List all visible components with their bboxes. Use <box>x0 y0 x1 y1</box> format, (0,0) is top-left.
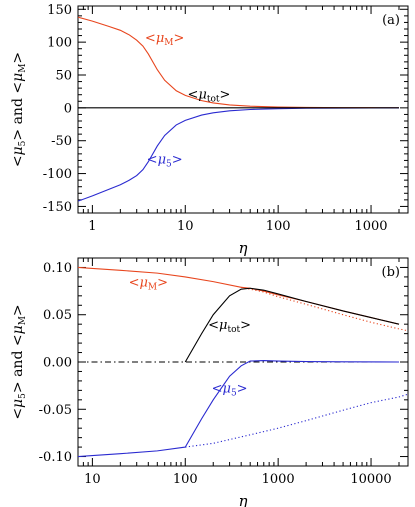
y-tick-label: -50 <box>51 134 72 149</box>
y-tick-label: 50 <box>55 69 72 84</box>
series-mu-5-dotted <box>185 393 408 448</box>
series-mu-m-dotted <box>241 286 408 332</box>
x-tick-label: 1000 <box>354 219 387 234</box>
x-tick-label: 1000 <box>262 472 295 487</box>
x-axis-title: η <box>239 239 248 257</box>
y-tick-label: 100 <box>47 36 72 51</box>
series-mu-m-solid <box>78 266 400 325</box>
x-tick-label: 10000 <box>350 472 391 487</box>
panel-b: 10 100 1000 10000 -0.10 -0.05 0.00 0.05 0.10 <μM>… <box>10 257 409 507</box>
x-tick-label: 1 <box>88 219 96 234</box>
label-mu-tot: <μtot> <box>188 88 231 105</box>
x-axis-title: η <box>239 492 248 507</box>
label-mu-tot: <μtot> <box>208 318 251 335</box>
series-mu-5-solid <box>78 107 400 202</box>
y-axis-title: <μ5> and <μM> <box>10 304 28 419</box>
label-mu-m: <μM> <box>129 275 168 292</box>
y-tick-label: -100 <box>43 167 72 182</box>
plot-frame <box>77 5 409 214</box>
x-tick-label: 100 <box>173 472 198 487</box>
y-tick-label: 0.00 <box>43 356 72 371</box>
y-tick-label: 0.05 <box>43 308 72 323</box>
panel-label: (a) <box>382 13 400 28</box>
y-tick-label: 0.10 <box>43 261 72 276</box>
label-mu-m: <μM> <box>145 31 184 48</box>
x-tick-label: 10 <box>84 472 101 487</box>
panel-a: 1 10 100 1000 -150 -100 -50 0 50 100 150 <μM> <μtot>… <box>10 3 409 257</box>
y-tick-label: -150 <box>43 200 72 215</box>
series-mu-5-solid <box>78 360 400 458</box>
y-tick-label: 0 <box>64 101 72 116</box>
label-mu-5: <μ5> <box>212 381 248 398</box>
y-tick-label: -0.10 <box>39 450 72 465</box>
series-mu-tot-solid <box>184 287 400 363</box>
y-axis-title: <μ5> and <μM> <box>10 52 28 167</box>
y-tick-label: 150 <box>47 3 72 18</box>
panel-label: (b) <box>382 265 400 280</box>
x-tick-label: 10 <box>177 219 194 234</box>
x-tick-label: 100 <box>266 219 291 234</box>
label-mu-5: <μ5> <box>147 153 183 170</box>
y-tick-label: -0.05 <box>39 403 72 418</box>
series-mu-m-solid <box>78 16 400 109</box>
